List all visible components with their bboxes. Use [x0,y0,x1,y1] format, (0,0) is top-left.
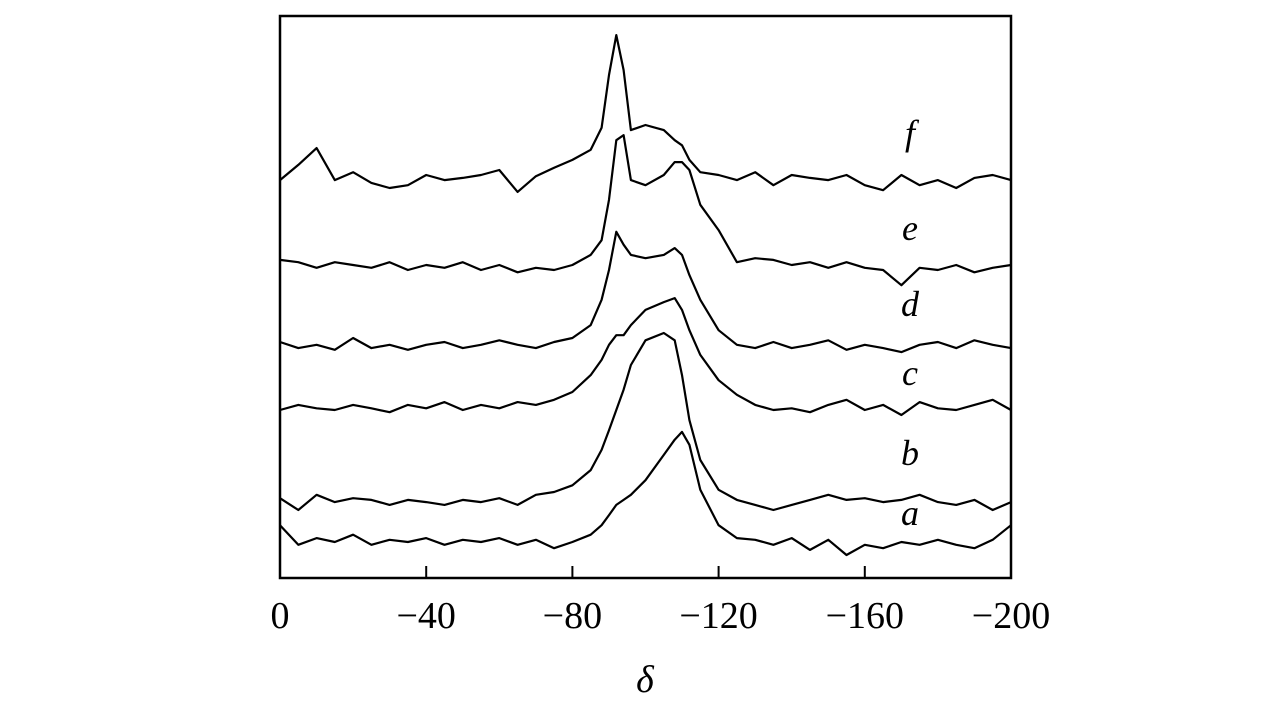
series-label: b [901,433,919,473]
x-axis-label: δ [636,659,655,701]
spectrum-line [279,230,1012,354]
series-label: a [901,493,919,533]
x-tick-label: 0 [271,595,290,637]
series-label: c [902,353,918,393]
spectrum-line [279,34,1012,193]
series-label: e [902,208,918,248]
x-tick-label: −40 [396,595,455,637]
x-tick-label: −160 [826,595,904,637]
x-tick-label: −120 [679,595,757,637]
series-label: f [905,113,920,153]
plot-frame [278,14,1013,580]
spectrum-line [279,331,1012,512]
spectrum-line [279,297,1012,417]
x-tick-label: −200 [972,595,1050,637]
series-label: d [901,284,920,324]
x-tick-label: −80 [543,595,602,637]
spectrum-line [279,134,1012,287]
spectrum-line [279,430,1012,557]
